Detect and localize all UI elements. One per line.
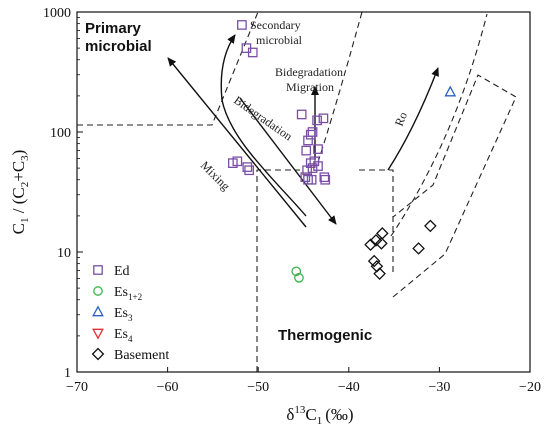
thermogenic-label: Thermogenic — [278, 327, 372, 344]
mixing-arrow — [167, 57, 307, 228]
point-basement — [369, 234, 383, 247]
legend-label-es-1-2: Es1+2 — [114, 285, 142, 302]
legend-marker-es-3 — [92, 305, 104, 317]
x-title-delta: δ — [286, 405, 294, 424]
bidegradation-migration-label-1: Bidegradation — [275, 65, 343, 79]
point-ed — [247, 47, 258, 58]
y-tick-label: 1000 — [43, 6, 71, 21]
y-tick-label: 10 — [57, 246, 71, 261]
point-basement — [375, 237, 388, 250]
mixing-label: Mixing — [198, 158, 233, 193]
legend: Ed Es1+2 Es3 Es4 Basement — [91, 264, 169, 363]
ro-band-outer — [392, 74, 517, 298]
x-title-sub: 1 — [317, 415, 323, 427]
thermogenic-upper-boundary — [359, 169, 394, 274]
point-basement — [424, 219, 437, 233]
x-tick-label: −70 — [66, 380, 88, 395]
zone-boundaries — [77, 11, 517, 372]
point-ed — [242, 162, 253, 172]
x-tick-label: −60 — [157, 380, 179, 395]
bidegradation-migration-label-2: Migration — [286, 80, 334, 94]
x-tick-label: −40 — [338, 380, 360, 395]
legend-label-es-4: Es4 — [114, 327, 133, 344]
point-basement — [412, 242, 425, 255]
data-points — [227, 20, 457, 283]
y-title-sub1: 1 — [19, 218, 31, 224]
x-tick-label: −20 — [519, 380, 541, 395]
point-ed — [306, 174, 317, 185]
thermogenic-zone-boundary — [256, 169, 300, 372]
point-ed — [307, 163, 318, 173]
point-ed — [312, 115, 322, 126]
y-title-mid: / (C — [9, 187, 28, 217]
bidegradation-label: Bidegradation — [231, 93, 295, 143]
x-title-unit: (‰) — [325, 405, 353, 424]
y-title-plus: +C — [9, 161, 28, 182]
point-basement — [367, 254, 381, 268]
point-es-3 — [444, 85, 457, 97]
secondary-microbial-label-1: Secondary — [250, 18, 301, 32]
point-ed — [300, 172, 311, 183]
y-title-c1: C — [9, 223, 28, 234]
primary-zone-boundary — [77, 11, 259, 126]
secondary-microbial-arrow — [220, 34, 307, 217]
legend-marker-ed — [93, 265, 103, 275]
point-ed — [244, 165, 254, 176]
ro-band-inner — [390, 13, 488, 237]
y-axis: 1 10 100 1000 — [43, 6, 83, 381]
x-title-c: C — [305, 405, 316, 424]
point-ed — [319, 172, 330, 183]
point-ed — [232, 156, 243, 167]
plot-frame — [76, 11, 531, 373]
y-title-close: ) — [9, 150, 28, 156]
legend-label-ed: Ed — [114, 264, 130, 279]
legend-marker-es-4 — [92, 328, 104, 340]
x-tick-label: −30 — [428, 380, 450, 395]
legend-label-basement: Basement — [114, 348, 169, 363]
primary-microbial-label-1: Primary — [85, 20, 142, 37]
point-ed — [302, 165, 312, 176]
point-ed — [303, 135, 313, 146]
bidegradation-arrow — [239, 97, 337, 225]
legend-marker-es-1-2 — [93, 286, 103, 296]
point-es-1-2 — [291, 266, 302, 277]
ro-arrow — [387, 67, 439, 171]
y-axis-title: C1 / (C2+C3) — [9, 150, 31, 235]
x-tick-label: −50 — [247, 380, 269, 395]
secondary-microbial-label-2: microbial — [256, 33, 303, 47]
legend-label-es-3: Es3 — [114, 306, 133, 323]
point-basement — [373, 267, 386, 280]
process-arrows — [167, 34, 439, 228]
point-basement — [364, 238, 377, 252]
legend-marker-basement — [91, 347, 105, 361]
x-axis-title: δ13C1 (‰) — [286, 404, 353, 427]
point-ed — [305, 129, 316, 140]
y-tick-label: 100 — [50, 126, 71, 141]
y-title-sub3: 3 — [19, 155, 31, 161]
point-ed — [318, 113, 329, 124]
primary-microbial-label-2: microbial — [85, 38, 152, 55]
point-ed — [320, 174, 331, 185]
point-ed — [237, 20, 247, 30]
point-es-1-2 — [294, 272, 304, 283]
x-axis: −70 −60 −50 −40 −30 −20 — [66, 367, 541, 395]
point-ed — [296, 109, 307, 120]
x-title-sup: 13 — [294, 404, 306, 416]
y-tick-label: 1 — [64, 366, 71, 381]
point-ed — [301, 145, 312, 156]
point-ed — [313, 144, 323, 154]
y-title-sub2: 2 — [19, 182, 31, 188]
ro-label: Ro — [392, 110, 410, 128]
point-ed — [313, 161, 323, 171]
